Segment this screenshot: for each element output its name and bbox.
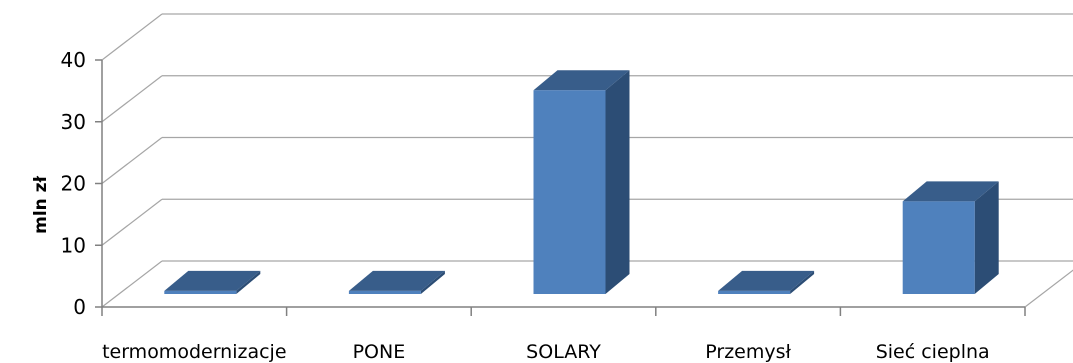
gridline-wall xyxy=(101,260,163,308)
gridline-wall xyxy=(101,13,163,61)
bar-front xyxy=(164,290,237,294)
gridline-wall xyxy=(101,137,163,184)
y-tick-label: 10 xyxy=(61,233,86,257)
x-tick-label: termomodernizacje xyxy=(102,341,286,363)
bar-side xyxy=(605,70,630,294)
x-tick-labels: termomodernizacje PONE SOLARY Przemysł Sieć … xyxy=(102,341,990,363)
bar-front xyxy=(533,90,606,294)
y-axis-title: mln zł xyxy=(31,175,51,233)
bar xyxy=(164,270,261,294)
gridline-wall xyxy=(101,198,163,246)
bar-top xyxy=(164,270,261,291)
bar-side xyxy=(790,270,815,294)
bar-side xyxy=(420,270,445,294)
bar-side xyxy=(974,181,999,294)
bar-front xyxy=(902,201,975,294)
x-tick-label: Przemysł xyxy=(705,341,791,363)
y-tick-label: 40 xyxy=(61,48,86,72)
bar xyxy=(533,70,630,294)
bar-top xyxy=(348,270,445,291)
bar-top xyxy=(718,270,815,291)
bar-front xyxy=(348,290,421,294)
x-tick-label: Sieć cieplna xyxy=(876,341,990,363)
y-tick-label: 0 xyxy=(73,295,86,319)
floor-edge xyxy=(1024,269,1073,308)
bars xyxy=(164,70,999,294)
bar-top xyxy=(533,70,630,91)
y-tick-labels: 0 10 20 30 40 xyxy=(61,48,86,319)
bar xyxy=(348,270,445,294)
y-tick-label: 30 xyxy=(61,110,86,134)
bar xyxy=(718,270,815,294)
bar-side xyxy=(236,270,261,294)
axes xyxy=(95,59,1026,316)
bar-top xyxy=(902,181,999,202)
y-tick-label: 20 xyxy=(61,172,86,196)
x-tick-label: PONE xyxy=(353,341,406,363)
gridline-wall xyxy=(101,75,163,123)
bar-front xyxy=(718,290,791,294)
bar xyxy=(902,181,999,294)
x-tick-label: SOLARY xyxy=(526,341,601,363)
